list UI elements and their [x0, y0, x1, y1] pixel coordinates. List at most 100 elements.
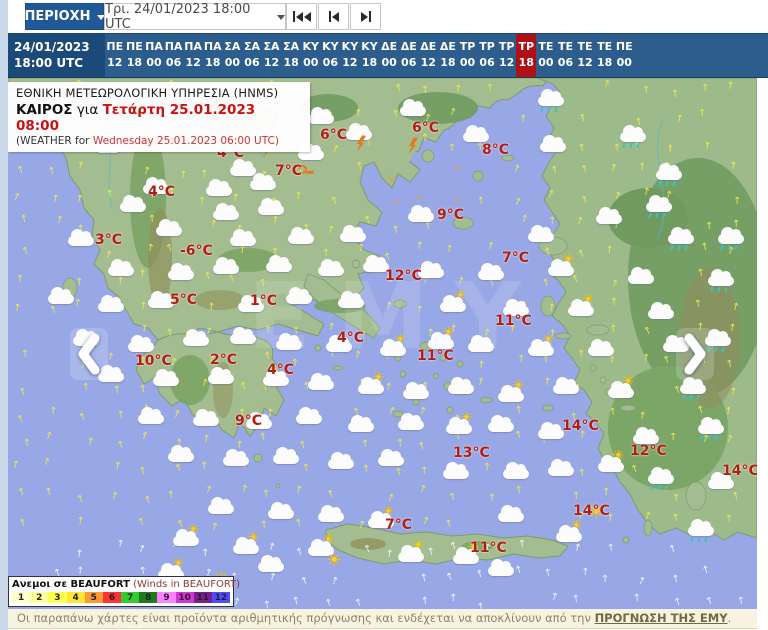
step-back-button[interactable]	[318, 3, 349, 30]
temperature-label: 14°C	[562, 418, 599, 434]
forecast-datetime-utc: Wednesday 25.01.2023 06:00 UTC)	[92, 135, 279, 147]
timeline-cell-ΠΑ-18[interactable]: ΠΑ 18	[203, 40, 222, 69]
timeline-cell-ΤΡ-00[interactable]: ΤΡ 00	[459, 40, 476, 69]
temperature-label: 4°C	[148, 184, 176, 200]
datetime-select-button[interactable]: Τρι. 24/01/2023 18:00 UTC	[104, 1, 286, 32]
region-button-label: ΠΕΡΙΟΧΗ	[24, 9, 91, 24]
timeline-cell-ΚΥ-18[interactable]: ΚΥ 18	[361, 40, 378, 69]
beaufort-scale-cell: 4	[66, 592, 85, 603]
timeline-cell-ΠΕ-00[interactable]: ΠΕ 00	[615, 40, 633, 69]
timeline-cell-ΚΥ-06[interactable]: ΚΥ 06	[322, 40, 339, 69]
toolbar: ΠΕΡΙΟΧΗ Τρι. 24/01/2023 18:00 UTC	[8, 0, 768, 33]
agency-name: ΕΘΝΙΚΗ ΜΕΤΕΩΡΟΛΟΓΙΚΗ ΥΠΗΡΕΣΙΑ (HNMS)	[16, 86, 279, 100]
timeline-selected-date: 24/01/2023	[14, 40, 90, 54]
temperature-label: 5°C	[170, 292, 198, 308]
timeline-cell-ΠΑ-06[interactable]: ΠΑ 06	[164, 40, 183, 69]
beaufort-scale-cell: 12	[211, 592, 231, 603]
temperature-label: 12°C	[630, 443, 667, 459]
temperature-label: 7°C	[275, 163, 303, 179]
timeline-cell-ΣΑ-18[interactable]: ΣΑ 18	[283, 40, 300, 69]
temperature-label: 11°C	[495, 313, 532, 329]
beaufort-scale: 1 2 3 4 5 6 7 8 9 10 11 12	[12, 592, 231, 603]
skip-to-start-icon	[292, 11, 295, 22]
forecast-title-en: (WEATHER for Wednesday 25.01.2023 06:00 …	[16, 135, 279, 147]
timeline-cell-ΣΑ-00[interactable]: ΣΑ 00	[224, 40, 241, 69]
beaufort-scale-cell: 5	[84, 592, 103, 603]
chevron-left-icon	[78, 333, 100, 375]
forecast-datetime-local: Τετάρτη 25.01.2023 08:00	[16, 102, 256, 134]
temperature-layer: 6°C 6°C 8°C 4°C 7°C 4°C 9°C 3°C -6°C 7°C 12°C 5°C 1°…	[8, 78, 757, 609]
pan-left-button[interactable]	[70, 328, 108, 380]
timeline-cell-ΣΑ-06[interactable]: ΣΑ 06	[243, 40, 260, 69]
pan-right-button[interactable]	[676, 328, 714, 380]
forecast-info-box: ΕΘΝΙΚΗ ΜΕΤΕΩΡΟΛΟΓΙΚΗ ΥΠΗΡΕΣΙΑ (HNMS) ΚΑΙ…	[8, 82, 310, 152]
timeline-cell-ΤΕ-06[interactable]: ΤΕ 06	[557, 40, 574, 69]
timeline-cell-ΚΥ-00[interactable]: ΚΥ 00	[302, 40, 319, 69]
beaufort-scale-cell: 8	[139, 592, 158, 603]
timeline-selected-datetime: 24/01/2023 18:00 UTC	[8, 34, 105, 77]
temperature-label: 11°C	[470, 540, 507, 556]
temperature-label: 9°C	[235, 413, 263, 429]
timeline-cell-ΔΕ-06[interactable]: ΔΕ 06	[400, 40, 417, 69]
chevron-down-icon	[96, 15, 105, 20]
temperature-label: 3°C	[95, 232, 123, 248]
temperature-label: 4°C	[267, 362, 295, 378]
timeline-cell-ΤΡ-12[interactable]: ΤΡ 12	[498, 40, 515, 69]
step-forward-icon	[360, 11, 368, 22]
timeline-cell-ΔΕ-00[interactable]: ΔΕ 00	[381, 40, 398, 69]
temperature-label: 14°C	[573, 503, 610, 519]
forecast-title: ΚΑΙΡΟΣ για Τετάρτη 25.01.2023 08:00	[16, 102, 256, 134]
temperature-label: 6°C	[320, 127, 348, 143]
page-margin-strip	[0, 0, 8, 630]
skip-to-start-button[interactable]	[286, 3, 317, 30]
temperature-label: 9°C	[437, 207, 465, 223]
temperature-label: 1°C	[250, 293, 278, 309]
temperature-label: 14°C	[722, 463, 757, 479]
beaufort-legend-title: Ανεμοι σε BEAUFORT (Winds in BEAUFORT)	[12, 579, 241, 590]
forecast-link[interactable]: ΠΡΟΓΝΩΣΗ ΤΗΣ ΕΜΥ	[594, 611, 728, 625]
chevron-down-icon	[277, 15, 285, 20]
temperature-label: 10°C	[135, 353, 172, 369]
region-select-button[interactable]: ΠΕΡΙΟΧΗ	[24, 3, 105, 30]
temperature-label: 12°C	[385, 268, 422, 284]
map-canvas[interactable]: ↑ ↑ ↑ ↑ ↑ ↑ ↑ ↑ ↑ ↑ ↑ ↑ ↑ ↑ ↑ ↑ ↑ ↑ ↑ ↑ ↑ ↑ ↑ ↑ ↑ ↑ ↑ ↑ ↑ ↑ ↑ ↑ ↑ ↑ ↑ ↑ ↑ ↑ ↑ ↑…	[8, 78, 757, 609]
temperature-label: 2°C	[210, 352, 238, 368]
step-back-icon	[328, 11, 331, 22]
beaufort-scale-cell: 7	[121, 592, 140, 603]
timeline-cell-ΔΕ-18[interactable]: ΔΕ 18	[439, 40, 456, 69]
timeline-cell-ΠΕ-18[interactable]: ΠΕ 18	[126, 40, 143, 69]
beaufort-scale-cell: 3	[48, 592, 67, 603]
temperature-label: 7°C	[385, 517, 413, 533]
beaufort-scale-cell: 1	[12, 592, 31, 603]
temperature-label: -6°C	[180, 243, 213, 259]
timeline-selected-time: 18:00 UTC	[14, 56, 84, 70]
timeline-cell-ΠΑ-12[interactable]: ΠΑ 12	[184, 40, 203, 69]
beaufort-scale-cell: 9	[157, 592, 176, 603]
temperature-label: 4°C	[337, 330, 365, 346]
datetime-button-label: Τρι. 24/01/2023 18:00 UTC	[105, 1, 251, 32]
timeline-bar: 24/01/2023 18:00 UTC ΠΕ 12 ΠΕ 18 ΠΑ 00 ΠΑ 06 ΠΑ 1…	[8, 33, 768, 78]
timeline-cell-ΚΥ-12[interactable]: ΚΥ 12	[341, 40, 359, 69]
temperature-label: 8°C	[482, 142, 510, 158]
temperature-label: 11°C	[417, 348, 454, 364]
temperature-label: 6°C	[412, 120, 440, 136]
timeline-cell-ΠΕ-12[interactable]: ΠΕ 12	[106, 40, 124, 69]
footer-disclaimer: Οι παραπάνω χάρτες είναι προϊόντα αριθμη…	[8, 609, 757, 629]
timeline-cell-ΤΡ-06[interactable]: ΤΡ 06	[479, 40, 495, 69]
beaufort-scale-cell: 10	[175, 592, 194, 603]
beaufort-scale-cell: 6	[102, 592, 122, 603]
timeline-cell-ΤΕ-18[interactable]: ΤΕ 18	[596, 40, 613, 69]
timeline-cell-ΣΑ-12[interactable]: ΣΑ 12	[263, 40, 280, 69]
step-forward-button[interactable]	[350, 3, 381, 30]
beaufort-scale-cell: 2	[30, 592, 49, 603]
timeline-cell-ΤΕ-12[interactable]: ΤΕ 12	[577, 40, 593, 69]
timeline-cell-ΤΕ-00[interactable]: ΤΕ 00	[538, 40, 554, 69]
timeline-cell-ΤΡ-18[interactable]: ΤΡ 18	[516, 34, 537, 77]
temperature-label: 7°C	[502, 250, 530, 266]
timeline-cell-ΠΑ-00[interactable]: ΠΑ 00	[145, 40, 163, 69]
temperature-label: 13°C	[453, 445, 490, 461]
timeline-cell-ΔΕ-12[interactable]: ΔΕ 12	[420, 40, 437, 69]
beaufort-scale-cell: 11	[193, 592, 212, 603]
timeline-cells: ΠΕ 12 ΠΕ 18 ΠΑ 00 ΠΑ 06 ΠΑ 12 ΠΑ 18 ΣΑ 00 ΣΑ 06 ΣΑ 12 ΣΑ 18…	[105, 34, 634, 77]
